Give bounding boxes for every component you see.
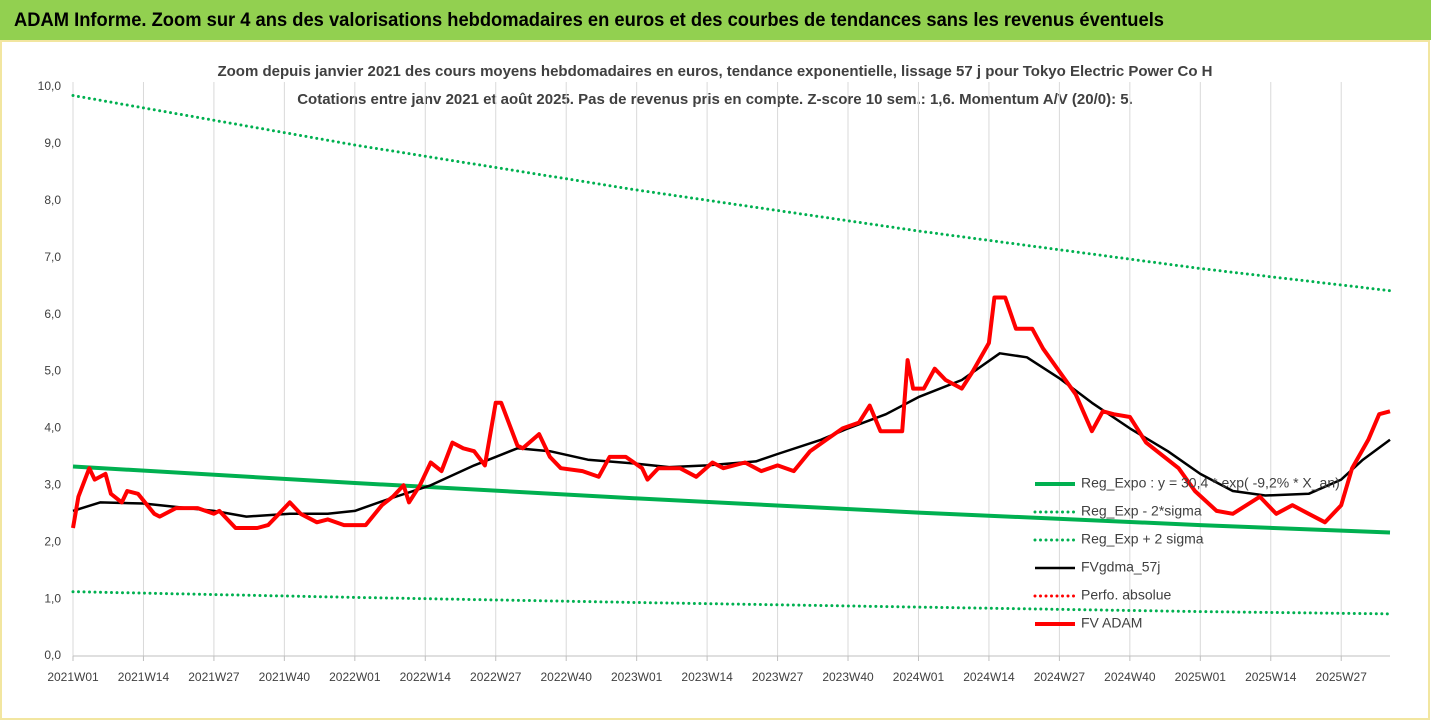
legend-label: Perfo. absolue <box>1081 587 1171 603</box>
x-tick-label: 2024W01 <box>893 670 945 684</box>
x-tick-label: 2021W40 <box>259 670 311 684</box>
series-line <box>72 464 1391 535</box>
chart-frame <box>0 40 1430 720</box>
chart-title: Zoom depuis janvier 2021 des cours moyen… <box>217 63 1212 80</box>
legend-label: FVgdma_57j <box>1081 559 1160 575</box>
x-tick-label: 2021W01 <box>47 670 99 684</box>
y-tick-label: 4,0 <box>44 421 61 435</box>
header-title: ADAM Informe. Zoom sur 4 ans des valoris… <box>14 10 1164 31</box>
x-tick-label: 2023W27 <box>752 670 804 684</box>
y-tick-label: 8,0 <box>44 193 61 207</box>
legend-label: FV ADAM <box>1081 615 1142 631</box>
series-line <box>71 295 1391 530</box>
legend-label: Reg_Exp - 2*sigma <box>1081 503 1202 519</box>
x-tick-label: 2023W14 <box>681 670 733 684</box>
x-tick-label: 2024W27 <box>1034 670 1086 684</box>
x-tick-label: 2023W40 <box>822 670 874 684</box>
y-tick-label: 2,0 <box>44 534 61 548</box>
y-tick-label: 9,0 <box>44 136 61 150</box>
y-tick-label: 3,0 <box>44 477 61 491</box>
y-tick-label: 1,0 <box>44 591 61 605</box>
x-tick-label: 2022W27 <box>470 670 522 684</box>
series-line <box>72 352 1391 518</box>
y-tick-label: 0,0 <box>44 648 61 662</box>
x-tick-label: 2021W14 <box>118 670 170 684</box>
x-tick-label: 2024W14 <box>963 670 1015 684</box>
series-line <box>71 94 1392 293</box>
y-tick-label: 7,0 <box>44 250 61 264</box>
header-band <box>0 0 1431 40</box>
x-tick-label: 2024W40 <box>1104 670 1156 684</box>
y-tick-label: 6,0 <box>44 307 61 321</box>
x-tick-label: 2025W01 <box>1175 670 1227 684</box>
x-tick-label: 2022W40 <box>541 670 593 684</box>
x-tick-label: 2021W27 <box>188 670 240 684</box>
series-line <box>71 590 1392 616</box>
legend-label: Reg_Exp + 2 sigma <box>1081 531 1204 547</box>
y-tick-label: 5,0 <box>44 364 61 378</box>
x-tick-label: 2023W01 <box>611 670 663 684</box>
y-tick-label: 10,0 <box>38 79 62 93</box>
x-tick-label: 2025W27 <box>1316 670 1368 684</box>
legend-label: Reg_Expo : y = 30,4 * exp( -9,2% * X_an) <box>1081 475 1340 491</box>
chart-subtitle: Cotations entre janv 2021 et août 2025. … <box>297 91 1133 108</box>
x-tick-label: 2025W14 <box>1245 670 1297 684</box>
x-tick-label: 2022W01 <box>329 670 381 684</box>
x-tick-label: 2022W14 <box>400 670 452 684</box>
